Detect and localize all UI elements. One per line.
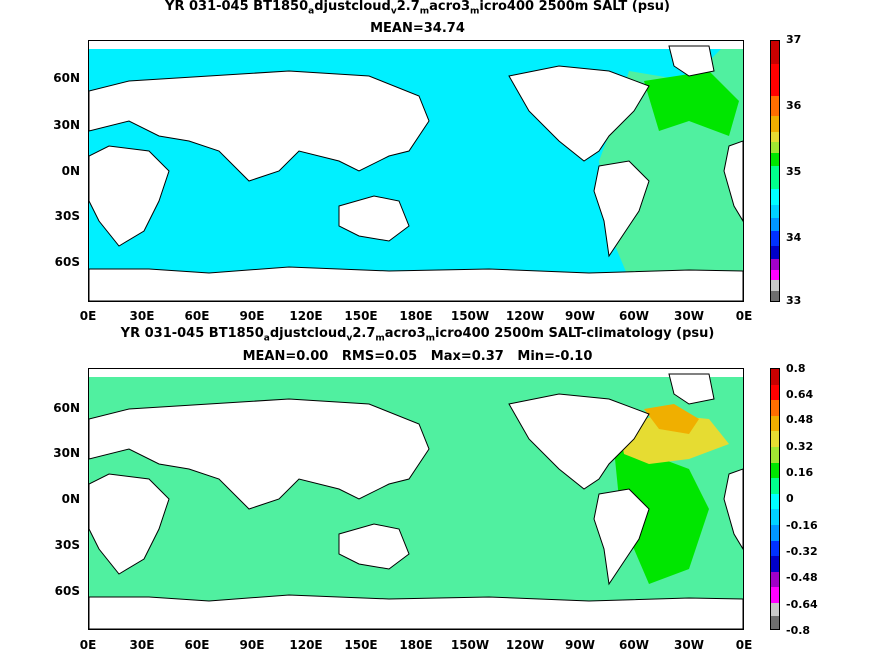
panel2-cbar-tick: -0.32 bbox=[786, 545, 818, 558]
continent-south-america bbox=[593, 488, 650, 586]
panel2-cbar-tick: -0.8 bbox=[786, 624, 811, 637]
panel2-lon-label: 120E bbox=[289, 638, 323, 652]
antarctica bbox=[89, 266, 743, 301]
panel1-lon-label: 60W bbox=[619, 309, 649, 323]
atlantic-positive-anomaly bbox=[614, 449, 709, 584]
panel2-cbar-tick: -0.16 bbox=[786, 519, 818, 532]
continent-africa bbox=[89, 473, 170, 575]
panel1-lon-label: 30W bbox=[674, 309, 704, 323]
panel1-subtitle: MEAN=34.74 bbox=[370, 21, 465, 36]
panel2-lon-label: 30E bbox=[129, 638, 155, 652]
panel2-colorbar bbox=[770, 368, 780, 630]
panel2-lon-label: 120W bbox=[505, 638, 545, 652]
continent-australia bbox=[338, 195, 410, 242]
panel2-title: YR 031-045 BT1850adjustcloudv2.7macro3mi… bbox=[120, 326, 715, 344]
north-atlantic-ocean bbox=[644, 71, 739, 136]
panel2-lat-30n: 30N bbox=[53, 446, 80, 460]
panel2-lon-label: 150E bbox=[344, 638, 378, 652]
panel1-lon-label: 180E bbox=[399, 309, 433, 323]
continent-north-america bbox=[508, 393, 650, 490]
panel1-lon-label: 150E bbox=[344, 309, 378, 323]
panel2-subtitle: MEAN=0.00 RMS=0.05 Max=0.37 Min=-0.10 bbox=[242, 349, 593, 364]
panel2-lon-label: 180E bbox=[399, 638, 433, 652]
panel2-lon-label: 60E bbox=[184, 638, 210, 652]
panel2-cbar-tick: -0.48 bbox=[786, 571, 818, 584]
panel1-lat-30n: 30N bbox=[53, 118, 80, 132]
panel2-cbar-tick: 0 bbox=[786, 492, 794, 505]
panel2-lon-label: 90E bbox=[239, 638, 265, 652]
panel2-cbar-tick: 0.8 bbox=[786, 362, 806, 375]
panel1-lon-label: 120W bbox=[505, 309, 545, 323]
subpolar-atlantic-anomaly bbox=[644, 404, 699, 434]
panel2-lon-label: 150W bbox=[450, 638, 490, 652]
continent-eurasia bbox=[89, 70, 430, 182]
panel1-cbar-tick: 33 bbox=[786, 294, 802, 307]
panel2-cbar-tick: 0.16 bbox=[786, 466, 814, 479]
panel2-cbar-tick: 0.64 bbox=[786, 388, 814, 401]
panel1-cbar-tick: 35 bbox=[786, 165, 802, 178]
panel1-lat-60s: 60S bbox=[54, 255, 80, 269]
panel2-lat-30s: 30S bbox=[54, 538, 80, 552]
continent-north-america bbox=[508, 65, 650, 162]
land-map-2 bbox=[89, 369, 743, 629]
panel1-lon-label: 30E bbox=[129, 309, 155, 323]
panel2-lat-60n: 60N bbox=[53, 401, 80, 415]
north-atlantic-anomaly bbox=[619, 414, 729, 464]
panel1-lat-30s: 30S bbox=[54, 209, 80, 223]
panel1-colorbar bbox=[770, 40, 780, 302]
panel1-cbar-tick: 37 bbox=[786, 33, 802, 46]
panel1-lat-0n: 0N bbox=[61, 164, 80, 178]
panel2-lon-label: 60W bbox=[619, 638, 649, 652]
panel1-lon-label: 120E bbox=[289, 309, 323, 323]
panel1-lon-label: 90E bbox=[239, 309, 265, 323]
continent-australia bbox=[338, 523, 410, 570]
panel1-cbar-tick: 34 bbox=[786, 231, 802, 244]
panel1-title: YR 031-045 BT1850adjustcloudv2.7macro3mi… bbox=[165, 0, 670, 17]
continent-africa bbox=[89, 145, 170, 247]
panel2-cbar-tick: -0.64 bbox=[786, 598, 818, 611]
panel2-lon-label: 30W bbox=[674, 638, 704, 652]
panel1-lon-label: 0E bbox=[79, 309, 97, 323]
panel1-lon-label: 90W bbox=[565, 309, 595, 323]
greenland bbox=[668, 45, 715, 77]
continent-south-america bbox=[593, 160, 650, 258]
panel1-cbar-tick: 36 bbox=[786, 99, 802, 112]
panel2-cbar-tick: 0.48 bbox=[786, 413, 814, 426]
panel1-lon-label: 0E bbox=[735, 309, 753, 323]
greenland bbox=[668, 373, 715, 405]
panel2-lat-60s: 60S bbox=[54, 584, 80, 598]
panel1-map bbox=[88, 40, 744, 302]
continent-eurasia bbox=[89, 398, 430, 510]
land-map-1 bbox=[89, 41, 743, 301]
panel1-lon-label: 60E bbox=[184, 309, 210, 323]
panel2-lat-0n: 0N bbox=[61, 492, 80, 506]
panel1-lon-label: 150W bbox=[450, 309, 490, 323]
panel2-lon-label: 90W bbox=[565, 638, 595, 652]
panel1-lat-60n: 60N bbox=[53, 71, 80, 85]
panel2-lon-label: 0E bbox=[735, 638, 753, 652]
panel2-lon-label: 0E bbox=[79, 638, 97, 652]
panel2-map bbox=[88, 368, 744, 630]
antarctica bbox=[89, 594, 743, 629]
panel2-cbar-tick: 0.32 bbox=[786, 440, 814, 453]
